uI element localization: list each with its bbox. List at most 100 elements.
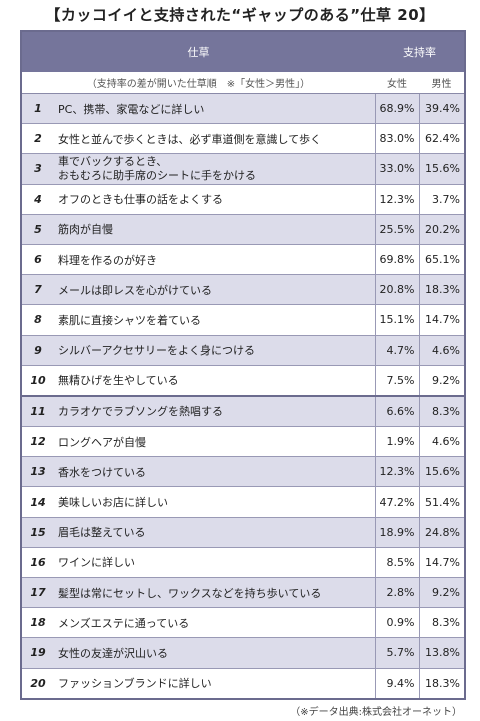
rank-number: 1 bbox=[22, 92, 54, 124]
rank-number: 19 bbox=[22, 637, 54, 669]
male-rate: 62.4% bbox=[419, 123, 464, 154]
rank-number: 20 bbox=[22, 667, 54, 698]
behavior-text: 美味しいお店に詳しい bbox=[54, 486, 375, 518]
behavior-text: オフのときも仕事の話をよくする bbox=[54, 183, 375, 215]
ranking-table: 仕草 支持率 （支持率の差が開いた仕草順 ※「女性＞男性」） 女性 男性 1 PC… bbox=[20, 30, 466, 700]
female-rate: 18.9% bbox=[374, 516, 420, 548]
female-rate: 1.9% bbox=[374, 426, 420, 457]
behavior-text: メールは即レスを心がけている bbox=[54, 274, 375, 305]
behavior-text: 香水をつけている bbox=[54, 456, 375, 487]
male-rate: 15.6% bbox=[419, 153, 464, 185]
column-header-female: 女性 bbox=[375, 72, 419, 94]
table-row: 20 ファッションブランドに詳しい 9.4% 18.3% bbox=[22, 667, 464, 698]
male-rate: 51.4% bbox=[419, 486, 464, 518]
table-row: 2 女性と並んで歩くときは、必ず車道側を意識して歩く 83.0% 62.4% bbox=[22, 123, 464, 154]
behavior-text: PC、携帯、家電などに詳しい bbox=[54, 92, 375, 124]
table-row: 11 カラオケでラブソングを熱唱する 6.6% 8.3% bbox=[22, 394, 464, 427]
data-source: （※データ出典:株式会社オーネット） bbox=[290, 707, 462, 718]
rank-number: 5 bbox=[22, 213, 54, 245]
male-rate: 8.3% bbox=[419, 607, 464, 638]
table-row: 7 メールは即レスを心がけている 20.8% 18.3% bbox=[22, 274, 464, 305]
female-rate: 12.3% bbox=[374, 456, 420, 487]
table-row: 6 料理を作るのが好き 69.8% 65.1% bbox=[22, 243, 464, 275]
table-row: 8 素肌に直接シャツを着ている 15.1% 14.7% bbox=[22, 304, 464, 335]
rank-number: 10 bbox=[22, 364, 54, 396]
female-rate: 2.8% bbox=[374, 576, 420, 608]
behavior-text: 眉毛は整えている bbox=[54, 516, 375, 548]
table-row: 1 PC、携帯、家電などに詳しい 68.9% 39.4% bbox=[22, 92, 464, 124]
rank-number: 18 bbox=[22, 607, 54, 638]
rank-number: 8 bbox=[22, 304, 54, 335]
female-rate: 12.3% bbox=[374, 183, 420, 215]
male-rate: 65.1% bbox=[419, 243, 464, 275]
behavior-text: 車でバックするとき、 おもむろに助手席のシートに手をかける bbox=[54, 153, 375, 185]
column-header-item: 仕草 bbox=[22, 32, 375, 72]
rank-number: 14 bbox=[22, 486, 54, 518]
column-header-support: 支持率 bbox=[375, 32, 464, 72]
rank-number: 2 bbox=[22, 123, 54, 154]
table-row: 18 メンズエステに通っている 0.9% 8.3% bbox=[22, 607, 464, 638]
female-rate: 9.4% bbox=[374, 667, 420, 698]
female-rate: 25.5% bbox=[374, 213, 420, 245]
female-rate: 4.7% bbox=[374, 334, 420, 366]
rank-number: 3 bbox=[22, 153, 54, 185]
rank-number: 7 bbox=[22, 274, 54, 305]
male-rate: 18.3% bbox=[419, 667, 464, 698]
male-rate: 9.2% bbox=[419, 576, 464, 608]
male-rate: 8.3% bbox=[419, 394, 464, 427]
male-rate: 24.8% bbox=[419, 516, 464, 548]
sort-note: （支持率の差が開いた仕草順 ※「女性＞男性」） bbox=[22, 72, 375, 94]
behavior-text: 無精ひげを生やしている bbox=[54, 364, 375, 396]
rank-number: 15 bbox=[22, 516, 54, 548]
rank-number: 6 bbox=[22, 243, 54, 275]
male-rate: 15.6% bbox=[419, 456, 464, 487]
behavior-text: 料理を作るのが好き bbox=[54, 243, 375, 275]
table-row: 5 筋肉が自慢 25.5% 20.2% bbox=[22, 213, 464, 245]
rank-number: 4 bbox=[22, 183, 54, 215]
behavior-text: シルバーアクセサリーをよく身につける bbox=[54, 334, 375, 366]
behavior-text: 素肌に直接シャツを着ている bbox=[54, 304, 375, 335]
female-rate: 15.1% bbox=[374, 304, 420, 335]
behavior-text: 髪型は常にセットし、ワックスなどを持ち歩いている bbox=[54, 576, 375, 608]
female-rate: 7.5% bbox=[374, 364, 420, 396]
female-rate: 69.8% bbox=[374, 243, 420, 275]
behavior-text: メンズエステに通っている bbox=[54, 607, 375, 638]
rank-number: 17 bbox=[22, 576, 54, 608]
column-header-male: 男性 bbox=[419, 72, 464, 94]
female-rate: 8.5% bbox=[374, 546, 420, 578]
male-rate: 18.3% bbox=[419, 274, 464, 305]
rank-number: 12 bbox=[22, 426, 54, 457]
rank-number: 9 bbox=[22, 334, 54, 366]
male-rate: 13.8% bbox=[419, 637, 464, 669]
behavior-text: カラオケでラブソングを熱唱する bbox=[54, 394, 375, 427]
female-rate: 68.9% bbox=[374, 92, 420, 124]
table-title: 【カッコイイと支持された“ギャップのある”仕草 20】 bbox=[45, 6, 435, 24]
behavior-text: 女性と並んで歩くときは、必ず車道側を意識して歩く bbox=[54, 123, 375, 154]
table-row: 3 車でバックするとき、 おもむろに助手席のシートに手をかける 33.0% 15.6% bbox=[22, 153, 464, 185]
behavior-text: 筋肉が自慢 bbox=[54, 213, 375, 245]
rank-number: 16 bbox=[22, 546, 54, 578]
female-rate: 47.2% bbox=[374, 486, 420, 518]
female-rate: 83.0% bbox=[374, 123, 420, 154]
male-rate: 4.6% bbox=[419, 426, 464, 457]
table-row: 10 無精ひげを生やしている 7.5% 9.2% bbox=[22, 364, 464, 396]
rank-number: 13 bbox=[22, 456, 54, 487]
table-row: 4 オフのときも仕事の話をよくする 12.3% 3.7% bbox=[22, 183, 464, 215]
female-rate: 5.7% bbox=[374, 637, 420, 669]
table-row: 17 髪型は常にセットし、ワックスなどを持ち歩いている 2.8% 9.2% bbox=[22, 576, 464, 608]
female-rate: 33.0% bbox=[374, 153, 420, 185]
female-rate: 0.9% bbox=[374, 607, 420, 638]
female-rate: 20.8% bbox=[374, 274, 420, 305]
behavior-text: ロングヘアが自慢 bbox=[54, 426, 375, 457]
male-rate: 4.6% bbox=[419, 334, 464, 366]
male-rate: 3.7% bbox=[419, 183, 464, 215]
table-row: 14 美味しいお店に詳しい 47.2% 51.4% bbox=[22, 486, 464, 518]
behavior-text: ワインに詳しい bbox=[54, 546, 375, 578]
male-rate: 20.2% bbox=[419, 213, 464, 245]
behavior-text: 女性の友達が沢山いる bbox=[54, 637, 375, 669]
table-row: 9 シルバーアクセサリーをよく身につける 4.7% 4.6% bbox=[22, 334, 464, 366]
table-row: 15 眉毛は整えている 18.9% 24.8% bbox=[22, 516, 464, 548]
table-row: 12 ロングヘアが自慢 1.9% 4.6% bbox=[22, 426, 464, 457]
table-row: 16 ワインに詳しい 8.5% 14.7% bbox=[22, 546, 464, 578]
rank-number: 11 bbox=[22, 394, 54, 427]
